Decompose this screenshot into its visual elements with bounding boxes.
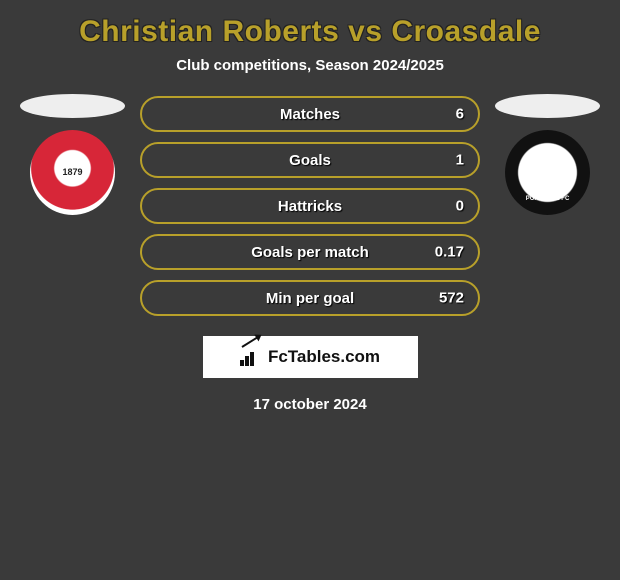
page-title: Christian Roberts vs Croasdale bbox=[0, 5, 620, 57]
player-right-column: PORT VALE FC bbox=[495, 94, 600, 215]
stat-goals: Goals 1 bbox=[140, 142, 480, 178]
chart-icon bbox=[240, 348, 262, 366]
comparison-card: Christian Roberts vs Croasdale Club comp… bbox=[0, 0, 620, 413]
stat-value: 1 bbox=[456, 152, 464, 169]
stat-label: Hattricks bbox=[278, 198, 342, 215]
stat-label: Min per goal bbox=[266, 290, 354, 307]
crest-right-label: PORT VALE FC bbox=[526, 196, 570, 202]
brand-text: FcTables.com bbox=[268, 347, 380, 367]
date-text: 17 october 2024 bbox=[0, 396, 620, 413]
player-left-column: 1879 bbox=[20, 94, 125, 215]
subtitle: Club competitions, Season 2024/2025 bbox=[0, 57, 620, 94]
player-left-avatar bbox=[20, 94, 125, 118]
brand-box[interactable]: FcTables.com bbox=[203, 336, 418, 378]
main-row: 1879 Matches 6 Goals 1 Hattricks 0 Goals… bbox=[0, 94, 620, 316]
stat-hattricks: Hattricks 0 bbox=[140, 188, 480, 224]
crest-left-label: 1879 bbox=[62, 168, 82, 177]
player-right-crest: PORT VALE FC bbox=[505, 130, 590, 215]
stat-value: 572 bbox=[439, 290, 464, 307]
stat-label: Matches bbox=[280, 106, 340, 123]
stats-column: Matches 6 Goals 1 Hattricks 0 Goals per … bbox=[140, 94, 480, 316]
stat-gpm: Goals per match 0.17 bbox=[140, 234, 480, 270]
stat-mpg: Min per goal 572 bbox=[140, 280, 480, 316]
stat-label: Goals per match bbox=[251, 244, 369, 261]
stat-value: 0 bbox=[456, 198, 464, 215]
player-right-avatar bbox=[495, 94, 600, 118]
stat-value: 0.17 bbox=[435, 244, 464, 261]
stat-label: Goals bbox=[289, 152, 331, 169]
stat-value: 6 bbox=[456, 106, 464, 123]
player-left-crest: 1879 bbox=[30, 130, 115, 215]
stat-matches: Matches 6 bbox=[140, 96, 480, 132]
